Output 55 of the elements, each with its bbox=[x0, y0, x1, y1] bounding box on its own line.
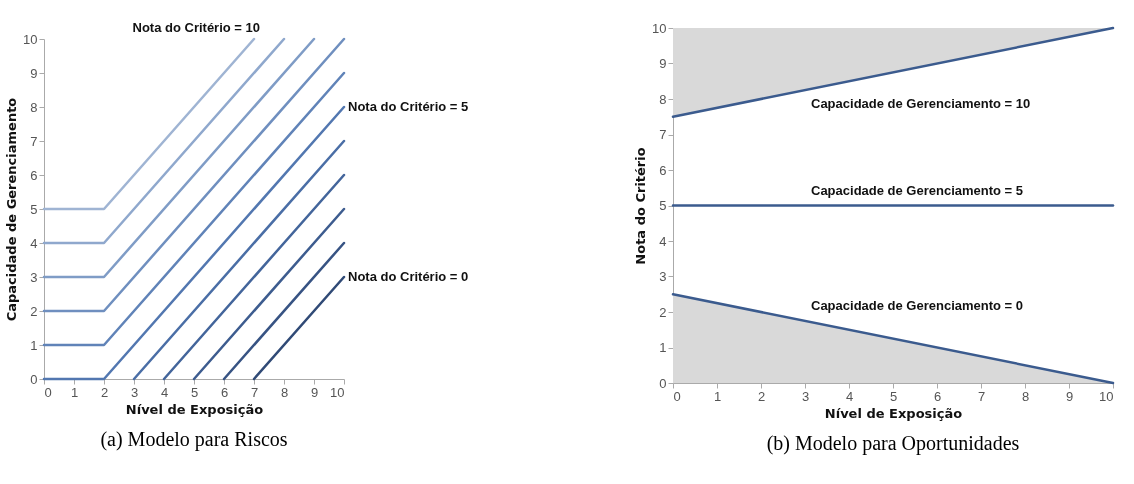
x-tick-label: 4 bbox=[160, 384, 169, 400]
x-tick-label: 3 bbox=[801, 388, 810, 404]
x-tick-label: 2 bbox=[757, 388, 766, 404]
text: (a) Modelo para Riscos bbox=[100, 428, 288, 451]
x-tick-label: 1 bbox=[70, 384, 79, 400]
x-tick-label: 6 bbox=[933, 388, 942, 404]
x-tick-label: 8 bbox=[280, 384, 289, 400]
x-tick-label: 10 bbox=[1099, 388, 1114, 404]
y-axis-title: Capacidade de Gerenciamento bbox=[4, 97, 20, 322]
y-tick-label: 9 bbox=[30, 65, 38, 81]
annotation: Capacidade de Gerenciamento = 0 bbox=[811, 297, 1024, 313]
y-tick-label: 0 bbox=[30, 371, 38, 387]
x-tick-label: 1 bbox=[713, 388, 722, 404]
x-tick-label: 7 bbox=[250, 384, 259, 400]
x-tick-label: 0 bbox=[673, 388, 681, 404]
y-tick-label: 4 bbox=[659, 233, 667, 249]
y-tick-label: 1 bbox=[659, 340, 667, 355]
x-tick-label: 5 bbox=[190, 384, 199, 400]
y-tick-label: 8 bbox=[659, 91, 667, 107]
y-tick-label: 3 bbox=[30, 269, 38, 285]
y-axis-title: Nota do Critério bbox=[633, 147, 649, 265]
x-tick-label: 2 bbox=[100, 384, 109, 400]
x-tick-label: 4 bbox=[845, 388, 854, 404]
y-tick-label: 8 bbox=[30, 99, 38, 115]
x-tick-label: 9 bbox=[1065, 388, 1074, 404]
y-tick-label: 4 bbox=[30, 235, 38, 251]
x-tick-label: 10 bbox=[330, 384, 345, 400]
annotation: Nota do Critério = 10 bbox=[132, 20, 260, 35]
x-tick-label: 0 bbox=[44, 384, 52, 400]
y-tick-label: 6 bbox=[30, 167, 38, 183]
x-tick-label: 9 bbox=[310, 384, 319, 400]
annotation: Capacidade de Gerenciamento = 10 bbox=[811, 96, 1031, 112]
x-tick-label: 3 bbox=[130, 384, 139, 400]
y-tick-label: 2 bbox=[659, 304, 667, 320]
y-tick-label: 2 bbox=[30, 303, 38, 319]
y-tick-label: 6 bbox=[659, 162, 667, 178]
y-tick-label: 1 bbox=[30, 337, 38, 353]
y-tick-label: 5 bbox=[30, 201, 38, 217]
x-axis-title: Nível de Exposição bbox=[824, 405, 963, 421]
y-tick-label: 10 bbox=[652, 20, 667, 36]
x-tick-label: 7 bbox=[977, 388, 986, 404]
y-tick-label: 10 bbox=[23, 31, 38, 47]
annotation: Capacidade de Gerenciamento = 5 bbox=[811, 182, 1024, 198]
y-tick-label: 9 bbox=[659, 56, 667, 71]
y-tick-label: 3 bbox=[659, 269, 667, 284]
y-tick-label: 7 bbox=[30, 133, 38, 149]
annotation: Nota do Critério = 0 bbox=[348, 269, 469, 284]
x-tick-label: 6 bbox=[220, 384, 229, 400]
x-tick-label: 5 bbox=[889, 388, 898, 404]
x-axis-title: Nível de Exposição bbox=[125, 401, 264, 417]
annotation: Nota do Critério = 5 bbox=[348, 99, 469, 114]
y-tick-label: 5 bbox=[659, 198, 667, 213]
text: (b) Modelo para Oportunidades bbox=[766, 432, 1020, 455]
x-tick-label: 8 bbox=[1021, 388, 1030, 404]
y-tick-label: 7 bbox=[659, 127, 667, 142]
